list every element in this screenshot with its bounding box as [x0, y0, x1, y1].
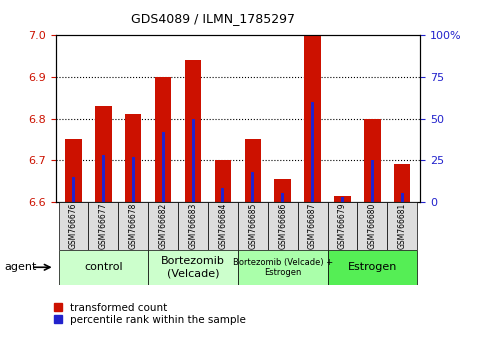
Legend: transformed count, percentile rank within the sample: transformed count, percentile rank withi… — [54, 303, 246, 325]
FancyBboxPatch shape — [327, 250, 417, 285]
Bar — [155, 77, 171, 202]
FancyBboxPatch shape — [88, 202, 118, 250]
FancyBboxPatch shape — [58, 250, 148, 285]
Bar — [72, 177, 75, 202]
Text: GSM766681: GSM766681 — [398, 202, 407, 249]
Bar — [215, 160, 231, 202]
FancyBboxPatch shape — [387, 202, 417, 250]
Bar — [274, 179, 291, 202]
Text: GSM766679: GSM766679 — [338, 202, 347, 249]
FancyBboxPatch shape — [208, 202, 238, 250]
Text: GDS4089 / ILMN_1785297: GDS4089 / ILMN_1785297 — [130, 12, 295, 25]
FancyBboxPatch shape — [118, 202, 148, 250]
FancyBboxPatch shape — [238, 202, 268, 250]
Text: Estrogen: Estrogen — [348, 262, 397, 272]
Bar — [401, 193, 404, 202]
Bar — [311, 102, 314, 202]
Bar — [221, 188, 225, 202]
Bar — [394, 164, 411, 202]
Bar — [251, 172, 255, 202]
FancyBboxPatch shape — [178, 202, 208, 250]
FancyBboxPatch shape — [148, 202, 178, 250]
FancyBboxPatch shape — [298, 202, 327, 250]
Bar — [132, 157, 135, 202]
Bar — [244, 139, 261, 202]
Text: GSM766684: GSM766684 — [218, 202, 227, 249]
Text: control: control — [84, 262, 123, 272]
Bar — [125, 114, 142, 202]
Bar — [371, 160, 374, 202]
Bar — [334, 195, 351, 202]
FancyBboxPatch shape — [327, 202, 357, 250]
FancyBboxPatch shape — [268, 202, 298, 250]
Bar — [281, 193, 284, 202]
Bar — [102, 155, 105, 202]
FancyBboxPatch shape — [357, 202, 387, 250]
Text: GSM766680: GSM766680 — [368, 202, 377, 249]
Bar — [192, 119, 195, 202]
Text: GSM766678: GSM766678 — [129, 202, 138, 249]
Bar — [162, 132, 165, 202]
Text: GSM766685: GSM766685 — [248, 202, 257, 249]
Text: GSM766683: GSM766683 — [188, 202, 198, 249]
FancyBboxPatch shape — [148, 250, 238, 285]
FancyBboxPatch shape — [238, 250, 327, 285]
Text: Bortezomib (Velcade) +
Estrogen: Bortezomib (Velcade) + Estrogen — [233, 258, 333, 277]
Bar — [304, 35, 321, 202]
Bar — [341, 197, 344, 202]
Text: GSM766682: GSM766682 — [158, 202, 168, 249]
Text: GSM766687: GSM766687 — [308, 202, 317, 249]
Text: GSM766676: GSM766676 — [69, 202, 78, 249]
Bar — [185, 61, 201, 202]
Bar — [65, 139, 82, 202]
Bar — [95, 106, 112, 202]
Bar — [364, 119, 381, 202]
Text: agent: agent — [5, 262, 37, 272]
FancyBboxPatch shape — [58, 202, 88, 250]
Text: GSM766677: GSM766677 — [99, 202, 108, 249]
Text: GSM766686: GSM766686 — [278, 202, 287, 249]
Text: Bortezomib
(Velcade): Bortezomib (Velcade) — [161, 256, 225, 278]
